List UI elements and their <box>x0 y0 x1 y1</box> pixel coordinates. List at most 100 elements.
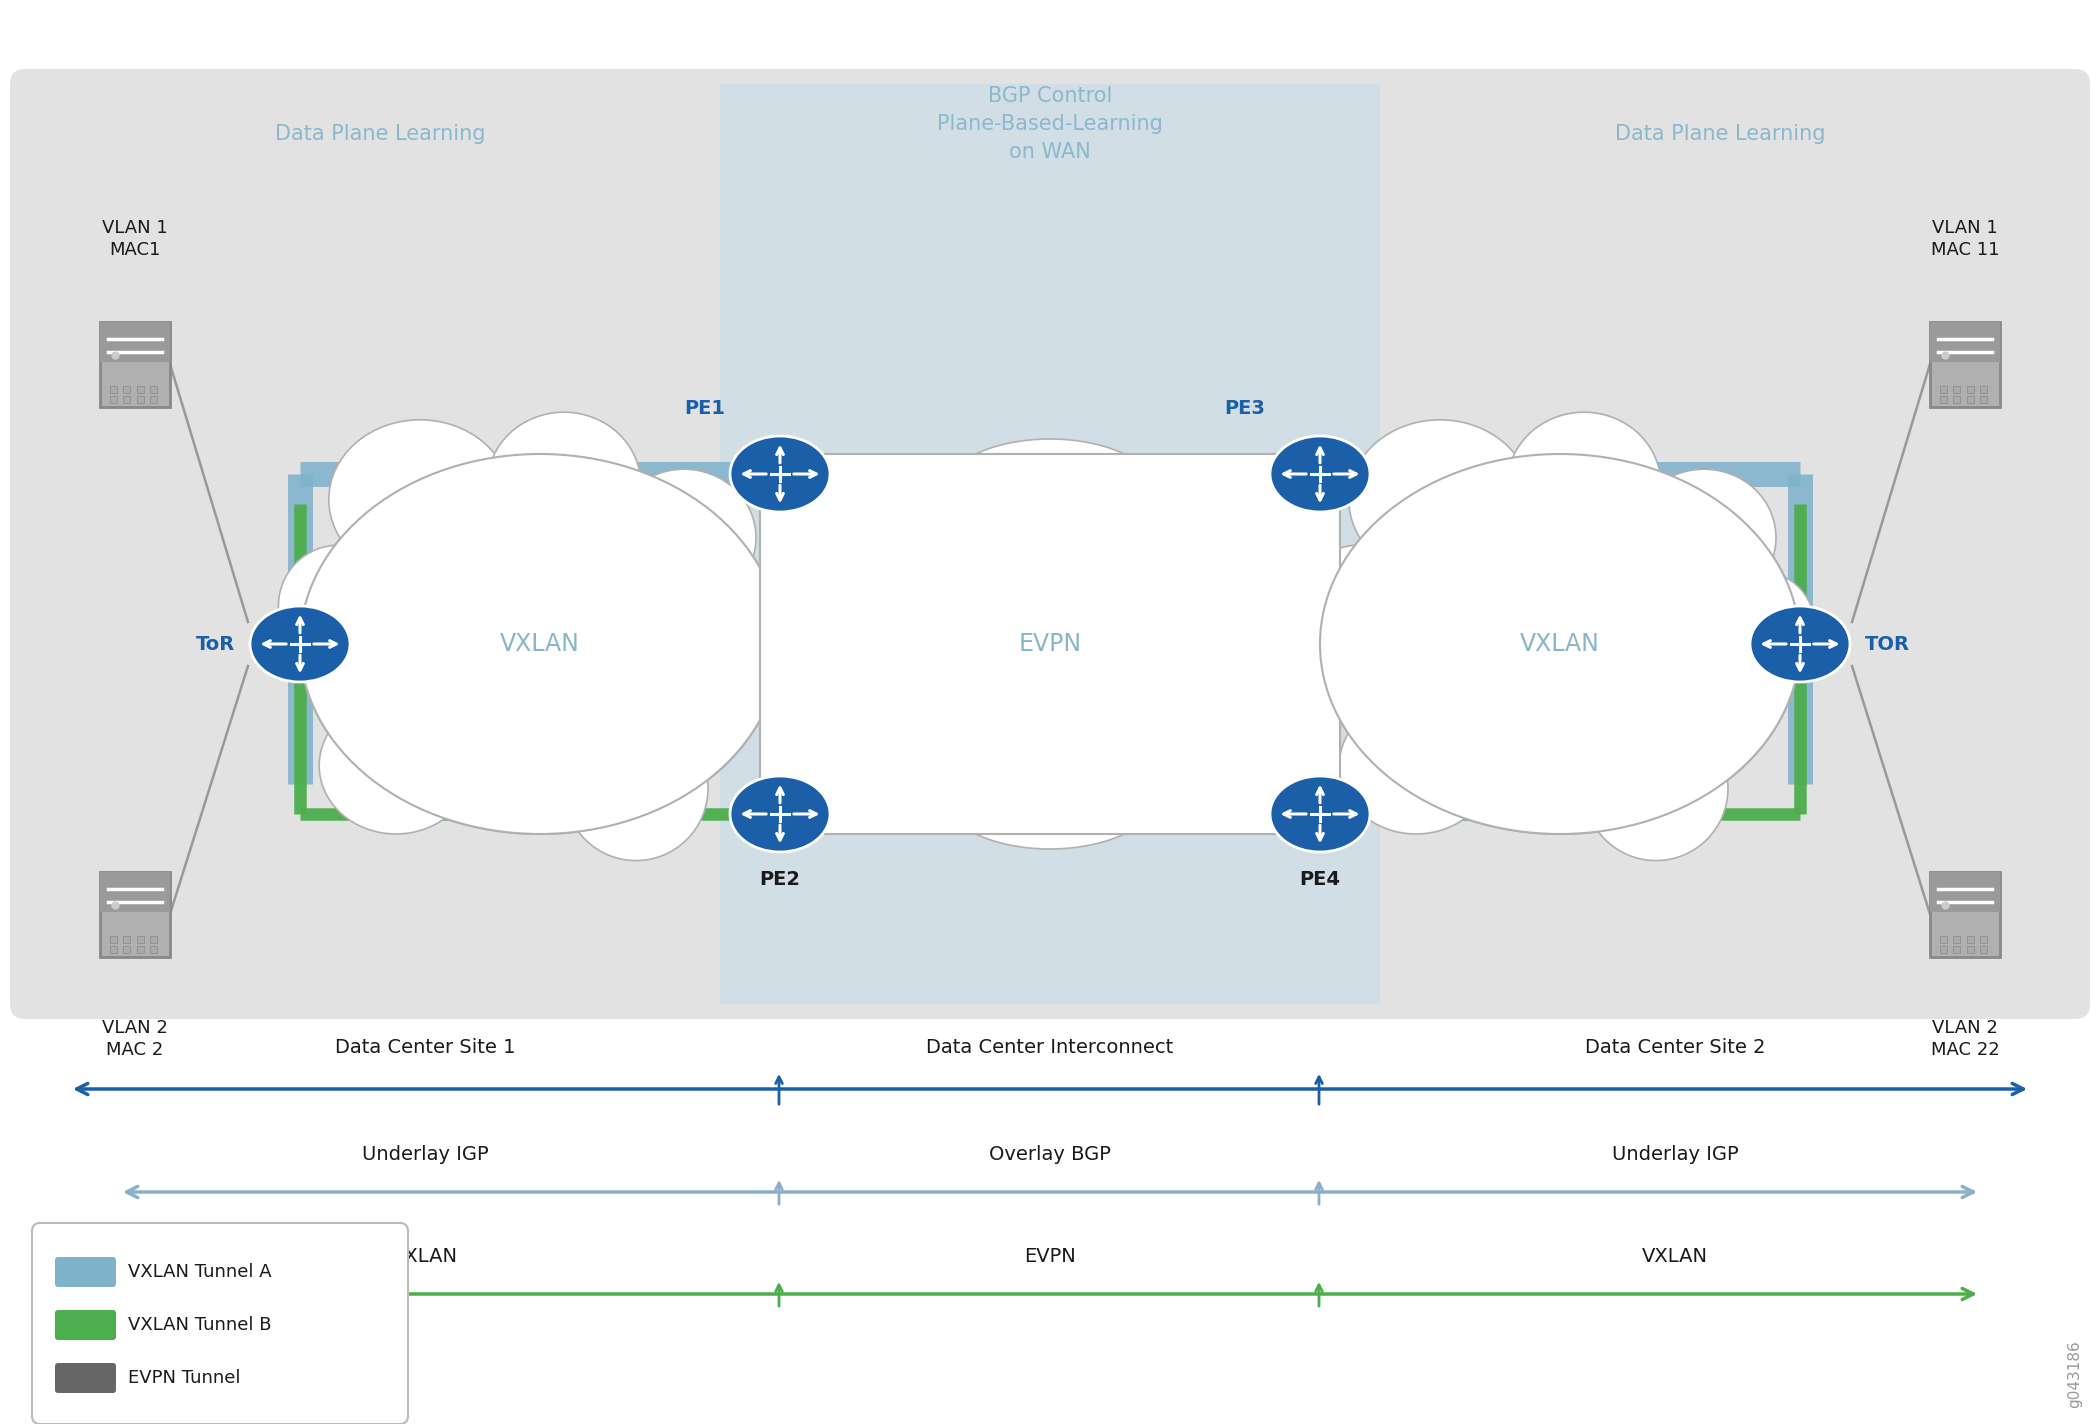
Bar <box>1968 386 1974 393</box>
Text: PE1: PE1 <box>685 399 724 419</box>
Bar <box>151 936 158 943</box>
FancyBboxPatch shape <box>55 1257 116 1287</box>
Ellipse shape <box>1270 436 1369 513</box>
Text: Overlay BGP: Overlay BGP <box>989 1145 1111 1163</box>
Text: Data Center Interconnect: Data Center Interconnect <box>926 1038 1174 1057</box>
Bar <box>101 871 170 913</box>
Text: EVPN Tunnel: EVPN Tunnel <box>128 1368 242 1387</box>
Bar <box>1930 322 1999 362</box>
Bar <box>1940 396 1947 403</box>
FancyBboxPatch shape <box>10 68 2090 1020</box>
Bar <box>136 396 143 403</box>
Ellipse shape <box>1749 607 1850 682</box>
Bar <box>1968 936 1974 943</box>
Text: Data Plane Learning: Data Plane Learning <box>275 124 485 144</box>
Bar <box>151 386 158 393</box>
Text: PE2: PE2 <box>760 870 800 889</box>
Text: VXLAN: VXLAN <box>393 1247 458 1266</box>
Ellipse shape <box>279 545 399 666</box>
Text: TOR: TOR <box>1865 635 1911 654</box>
Text: VXLAN: VXLAN <box>1520 632 1600 656</box>
Bar <box>109 936 118 943</box>
FancyBboxPatch shape <box>1930 322 1999 406</box>
Text: g043186: g043186 <box>2068 1340 2083 1408</box>
Bar <box>1968 946 1974 953</box>
Ellipse shape <box>1321 454 1800 834</box>
Ellipse shape <box>300 454 779 834</box>
Text: Underlay IGP: Underlay IGP <box>1611 1145 1739 1163</box>
Text: VLAN 2
MAC 22: VLAN 2 MAC 22 <box>1930 1020 1999 1059</box>
Text: Data Center Site 1: Data Center Site 1 <box>334 1038 514 1057</box>
Bar <box>1980 936 1987 943</box>
Bar <box>1980 946 1987 953</box>
Ellipse shape <box>937 729 1163 849</box>
Bar <box>151 946 158 953</box>
Ellipse shape <box>731 436 830 513</box>
Text: VLAN 1
MAC1: VLAN 1 MAC1 <box>103 219 168 259</box>
Text: Underlay IGP: Underlay IGP <box>361 1145 489 1163</box>
Text: BGP Control
Plane-Based-Learning
on WAN: BGP Control Plane-Based-Learning on WAN <box>937 85 1163 162</box>
FancyBboxPatch shape <box>55 1363 116 1393</box>
Bar <box>124 946 130 953</box>
Bar <box>109 396 118 403</box>
Bar <box>124 396 130 403</box>
FancyBboxPatch shape <box>1930 871 1999 957</box>
Ellipse shape <box>330 420 510 580</box>
Bar <box>151 396 158 403</box>
Ellipse shape <box>250 607 351 682</box>
Bar <box>1940 946 1947 953</box>
Bar <box>124 386 130 393</box>
Text: VXLAN: VXLAN <box>500 632 580 656</box>
Ellipse shape <box>1348 420 1531 580</box>
Text: EVPN: EVPN <box>1018 632 1082 656</box>
Ellipse shape <box>1709 572 1814 678</box>
Bar <box>101 322 170 362</box>
Ellipse shape <box>1298 545 1418 666</box>
Bar <box>136 936 143 943</box>
Ellipse shape <box>1508 412 1661 557</box>
Bar <box>1953 386 1959 393</box>
Text: Data Plane Learning: Data Plane Learning <box>1615 124 1825 144</box>
Text: VLAN 1
MAC 11: VLAN 1 MAC 11 <box>1930 219 1999 259</box>
Text: VXLAN: VXLAN <box>1642 1247 1707 1266</box>
Ellipse shape <box>731 776 830 852</box>
Text: PE3: PE3 <box>1224 399 1264 419</box>
Bar <box>124 936 130 943</box>
Text: EVPN: EVPN <box>1025 1247 1075 1266</box>
Text: ToR: ToR <box>195 635 235 654</box>
FancyBboxPatch shape <box>32 1223 407 1424</box>
Bar <box>1953 936 1959 943</box>
Text: Data Center Site 2: Data Center Site 2 <box>1586 1038 1766 1057</box>
Text: PE4: PE4 <box>1300 870 1340 889</box>
Bar <box>1968 396 1974 403</box>
Bar <box>1980 386 1987 393</box>
Ellipse shape <box>1270 776 1369 852</box>
Ellipse shape <box>1632 468 1777 607</box>
Bar <box>136 946 143 953</box>
Ellipse shape <box>1321 454 1800 834</box>
Text: VXLAN Tunnel A: VXLAN Tunnel A <box>128 1263 271 1282</box>
Bar <box>720 84 1380 1004</box>
Ellipse shape <box>487 412 640 557</box>
Bar <box>1930 871 1999 913</box>
Bar <box>136 386 143 393</box>
Ellipse shape <box>1583 716 1728 860</box>
Ellipse shape <box>319 698 472 834</box>
Ellipse shape <box>937 439 1163 560</box>
Text: VXLAN Tunnel B: VXLAN Tunnel B <box>128 1316 271 1334</box>
FancyBboxPatch shape <box>101 322 170 406</box>
Bar <box>1953 396 1959 403</box>
Ellipse shape <box>689 572 794 678</box>
Ellipse shape <box>300 454 779 834</box>
Bar <box>109 386 118 393</box>
Bar <box>1940 386 1947 393</box>
Text: VLAN 2
MAC 2: VLAN 2 MAC 2 <box>103 1020 168 1059</box>
Ellipse shape <box>565 716 708 860</box>
Bar <box>109 946 118 953</box>
Ellipse shape <box>611 468 756 607</box>
FancyBboxPatch shape <box>760 454 1340 834</box>
Bar <box>1980 396 1987 403</box>
FancyBboxPatch shape <box>55 1310 116 1340</box>
Ellipse shape <box>1340 698 1493 834</box>
Bar <box>1940 936 1947 943</box>
